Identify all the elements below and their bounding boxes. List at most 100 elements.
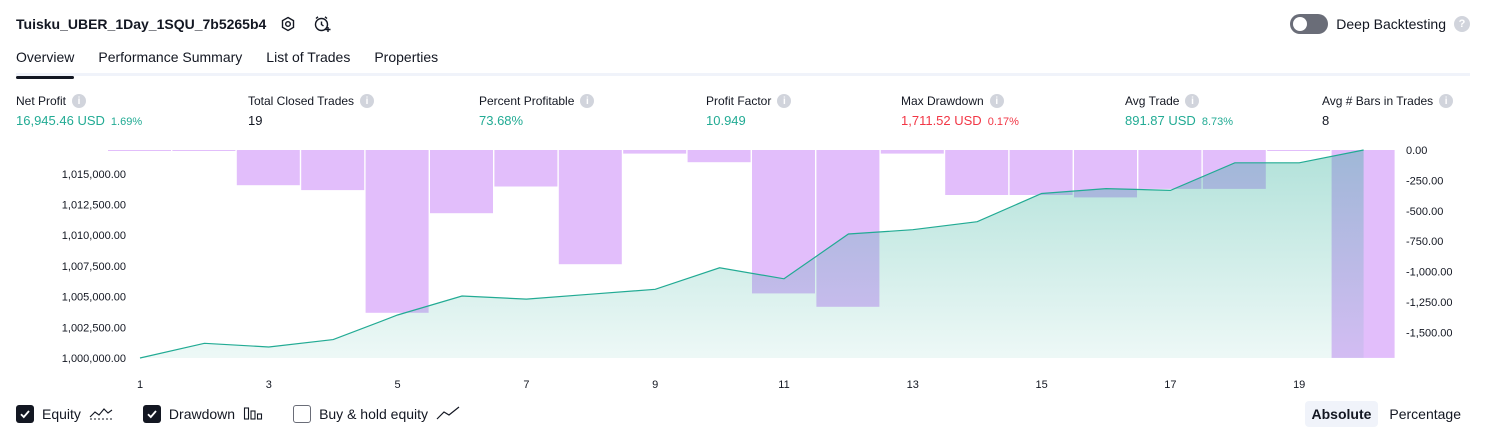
x-tick-label: 1: [137, 379, 143, 391]
deep-backtesting-toggle[interactable]: [1290, 14, 1329, 34]
stat-value: 16,945.46 USD: [16, 113, 105, 128]
tab-list-of-trades[interactable]: List of Trades: [266, 49, 351, 65]
drawdown-bar: [494, 150, 558, 187]
add-alert-clock-icon[interactable]: [310, 12, 334, 36]
stat-label: Max Drawdown: [901, 94, 984, 108]
stat-percent: 1.69%: [110, 116, 143, 128]
legend-equity[interactable]: Equity: [16, 405, 113, 424]
help-question-icon[interactable]: ?: [1454, 16, 1470, 32]
stat-value: 8: [1322, 113, 1330, 128]
stat-value: 891.87 USD: [1125, 113, 1196, 128]
y-left-tick-label: 1,015,000.00: [62, 169, 126, 181]
info-icon[interactable]: i: [360, 94, 375, 108]
x-tick-label: 9: [652, 379, 658, 391]
tab-overview[interactable]: Overview: [16, 44, 75, 79]
drawdown-bar: [880, 150, 944, 154]
tab-properties[interactable]: Properties: [374, 49, 439, 65]
info-icon[interactable]: i: [1439, 94, 1454, 108]
stat-value: 73.68%: [479, 113, 524, 128]
info-icon[interactable]: i: [989, 94, 1004, 108]
drawdown-bar: [558, 150, 622, 265]
mode-percentage[interactable]: Percentage: [1389, 406, 1461, 422]
drawdown-bar: [108, 150, 171, 151]
drawdown-bar: [623, 150, 687, 154]
y-left-tick-label: 1,005,000.00: [62, 292, 126, 304]
drawdown-bar: [430, 150, 493, 214]
drawdown-bar: [301, 150, 365, 191]
drawdown-bar: [236, 150, 300, 186]
titlebar: Tuisku_UBER_1Day_1SQU_7b5265b4: [16, 12, 334, 36]
stat-value: 1,711.52 USD: [901, 113, 982, 128]
stat-max-drawdown: Max Drawdown i 1,711.52 USD 0.17%: [901, 92, 1019, 128]
y-right-tick-label: 0.00: [1406, 145, 1427, 157]
stats-row: Net Profit i 16,945.46 USD 1.69% Total Clo…: [16, 92, 1470, 132]
y-right-tick-label: -750.00: [1406, 236, 1443, 248]
stat-label: Avg Trade: [1125, 94, 1180, 108]
equity-area: [140, 150, 1364, 358]
stat-percent-profitable: Percent Profitable i 73.68%: [479, 92, 595, 128]
line-trend-icon: [436, 405, 460, 424]
y-left-tick-label: 1,012,500.00: [62, 200, 126, 212]
drawdown-bar: [172, 150, 236, 151]
deep-backtesting-label: Deep Backtesting: [1336, 16, 1446, 32]
chart-legend: Equity Drawdown Buy & hold equity: [16, 403, 490, 425]
x-tick-label: 13: [907, 379, 919, 391]
x-tick-label: 15: [1035, 379, 1047, 391]
stat-value: 10.949: [706, 113, 746, 128]
legend-label: Equity: [42, 406, 81, 422]
tab-performance-summary[interactable]: Performance Summary: [98, 49, 243, 65]
y-right-tick-label: -1,000.00: [1406, 267, 1452, 279]
buy-hold-checkbox[interactable]: [293, 405, 312, 423]
drawdown-bar: [1267, 150, 1331, 151]
legend-buy-hold-equity[interactable]: Buy & hold equity: [293, 405, 460, 424]
drawdown-bars-icon: [243, 405, 263, 424]
x-tick-label: 3: [266, 379, 272, 391]
x-tick-label: 7: [523, 379, 529, 391]
y-left-tick-label: 1,010,000.00: [62, 230, 126, 242]
drawdown-checkbox[interactable]: [142, 405, 161, 423]
y-left-tick-label: 1,002,500.00: [62, 322, 126, 334]
drawdown-bar: [687, 150, 751, 163]
stat-label: Avg # Bars in Trades: [1322, 94, 1434, 108]
x-tick-label: 11: [778, 379, 789, 391]
settings-gear-icon[interactable]: [276, 12, 300, 36]
x-tick-label: 19: [1293, 379, 1305, 391]
stat-avg-bars-in-trades: Avg # Bars in Trades i 8: [1322, 92, 1454, 128]
x-tick-label: 5: [395, 379, 401, 391]
toggle-knob: [1293, 17, 1308, 31]
y-right-tick-label: -1,500.00: [1406, 327, 1452, 339]
info-icon[interactable]: i: [580, 94, 595, 108]
y-right-tick-label: -1,250.00: [1406, 297, 1452, 309]
stat-label: Total Closed Trades: [248, 94, 355, 108]
mode-absolute[interactable]: Absolute: [1304, 401, 1379, 427]
stat-label: Profit Factor: [706, 94, 772, 108]
stat-net-profit: Net Profit i 16,945.46 USD 1.69%: [16, 92, 142, 128]
y-left-tick-label: 1,007,500.00: [62, 261, 126, 273]
stat-total-closed-trades: Total Closed Trades i 19: [248, 92, 375, 128]
stat-value: 19: [248, 113, 263, 128]
stat-percent: 0.17%: [987, 116, 1019, 128]
stat-percent: 8.73%: [1201, 116, 1234, 128]
equity-line: [139, 149, 1364, 359]
scale-mode-switch: Absolute Percentage: [1304, 401, 1469, 427]
legend-label: Buy & hold equity: [319, 406, 429, 422]
stat-avg-trade: Avg Trade i 891.87 USD 8.73%: [1125, 92, 1233, 128]
strategy-title: Tuisku_UBER_1Day_1SQU_7b5265b4: [16, 16, 267, 32]
legend-label: Drawdown: [168, 406, 236, 422]
drawdown-bar: [365, 150, 429, 313]
info-icon[interactable]: i: [72, 94, 87, 108]
y-right-tick-label: -500.00: [1406, 206, 1443, 218]
legend-drawdown[interactable]: Drawdown: [142, 405, 263, 424]
drawdown-bar: [1009, 150, 1073, 195]
stat-label: Net Profit: [16, 94, 67, 108]
deep-backtesting: Deep Backtesting ?: [1290, 12, 1470, 36]
equity-icon: [89, 405, 113, 424]
info-icon[interactable]: i: [1185, 94, 1200, 108]
equity-drawdown-chart: 1,015,000.00 1,012,500.00 1,010,000.00 1,00…: [62, 145, 1453, 391]
y-left-tick-label: 1,000,000.00: [62, 353, 126, 365]
info-icon[interactable]: i: [777, 94, 792, 108]
equity-checkbox[interactable]: [16, 405, 34, 423]
stat-label: Percent Profitable: [479, 94, 575, 108]
drawdown-bar: [945, 150, 1009, 195]
tab-bar: Overview Performance Summary List of Tra…: [16, 44, 1470, 79]
